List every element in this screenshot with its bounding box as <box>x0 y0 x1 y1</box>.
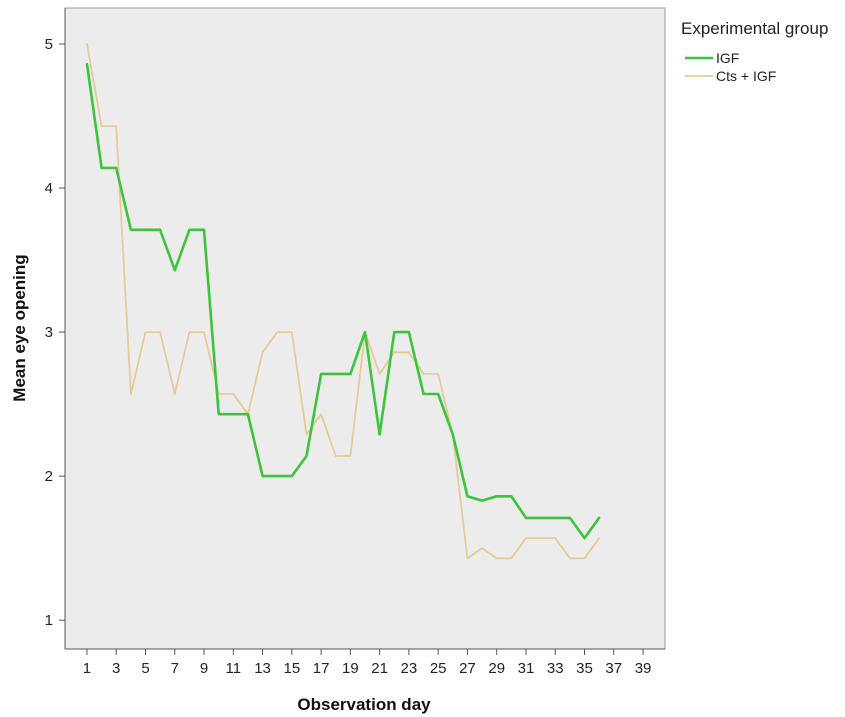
y-tick-label: 3 <box>45 324 53 341</box>
y-axis-title: Mean eye opening <box>10 254 29 401</box>
x-axis-ticks: 1 3 5 7 9 11 13 15 17 19 21 23 25 27 29 31 33 35 37 39 <box>83 649 652 677</box>
x-tick-label: 19 <box>342 660 359 677</box>
x-axis-title: Observation day <box>297 695 431 714</box>
series-line-igf <box>85 62 601 540</box>
x-tick-label: 29 <box>488 660 505 677</box>
legend-items: IGF Cts + IGF <box>685 50 776 84</box>
y-tick-label: 2 <box>45 468 53 485</box>
legend-label: Cts + IGF <box>716 68 776 84</box>
x-tick-label: 11 <box>226 660 242 677</box>
x-tick-label: 1 <box>83 660 91 677</box>
x-tick-label: 23 <box>401 660 418 677</box>
x-tick-label: 3 <box>112 660 120 677</box>
x-tick-label: 21 <box>371 660 388 677</box>
x-tick-label: 17 <box>313 660 330 677</box>
x-tick-label: 27 <box>459 660 476 677</box>
x-tick-label: 35 <box>576 660 593 677</box>
x-tick-label: 5 <box>141 660 149 677</box>
y-axis-ticks: 1 2 3 4 5 <box>45 36 65 629</box>
x-tick-label: 37 <box>605 660 622 677</box>
x-tick-label: 31 <box>518 660 535 677</box>
y-tick-label: 5 <box>45 36 53 53</box>
x-tick-label: 15 <box>283 660 300 677</box>
x-tick-label: 39 <box>635 660 652 677</box>
legend-title: Experimental group <box>681 19 828 38</box>
y-tick-label: 4 <box>45 180 53 197</box>
plot-area <box>64 7 666 650</box>
x-tick-label: 13 <box>254 660 271 677</box>
x-tick-label: 9 <box>200 660 208 677</box>
x-tick-label: 7 <box>171 660 179 677</box>
series-lines <box>85 43 601 560</box>
series-line-cts-igf <box>86 43 600 560</box>
legend: Experimental group IGF Cts + IGF <box>681 19 828 84</box>
x-tick-label: 33 <box>547 660 564 677</box>
x-tick-label: 25 <box>430 660 447 677</box>
legend-label: IGF <box>716 50 739 66</box>
y-tick-label: 1 <box>45 612 53 629</box>
